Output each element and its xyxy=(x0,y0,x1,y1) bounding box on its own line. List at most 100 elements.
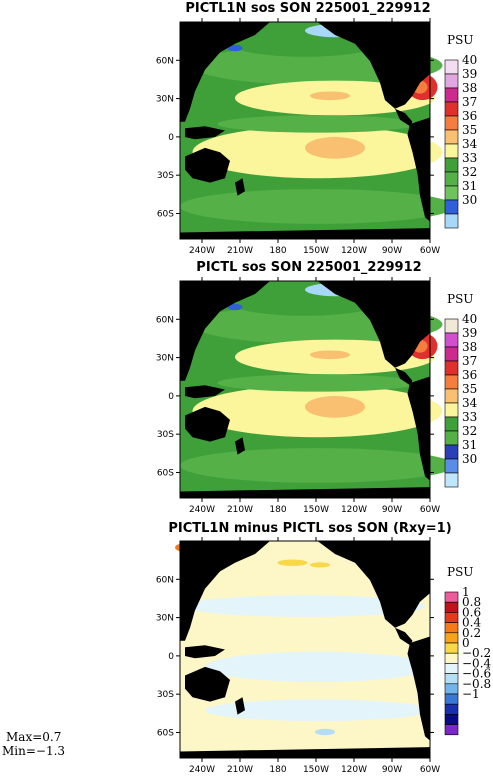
colorbar-label: 0.6 xyxy=(462,605,481,619)
land-mass xyxy=(185,126,225,140)
lon-tick-label: 60W xyxy=(420,505,440,515)
land-mass xyxy=(180,22,270,122)
colorbar-swatch xyxy=(444,185,459,201)
colorbar-label: 0.4 xyxy=(462,616,481,630)
land-mass xyxy=(395,108,413,127)
lon-tick-label: 60W xyxy=(420,765,440,775)
colorbar-label: −1 xyxy=(462,687,480,701)
salinity-equator xyxy=(217,115,418,133)
colorbar-label: 40 xyxy=(462,312,477,326)
colorbar-label: −0.2 xyxy=(462,646,491,660)
lat-tick-label: 30N xyxy=(156,614,174,624)
map-panel-1: PICTL1N sos SON 225001_229912 60N 30N 0 30S 6… xyxy=(156,1,478,256)
coastal-fresh xyxy=(227,44,243,52)
colorbar-label: 36 xyxy=(462,368,477,382)
land-mass xyxy=(395,627,413,646)
colorbar-swatch xyxy=(444,73,459,89)
lon-tick-label: 240W xyxy=(189,765,215,775)
diff-band-south xyxy=(205,651,430,683)
map-panel-2: PICTL sos SON 225001_229912 60N 30N 0 30S 60S… xyxy=(156,260,478,515)
unit-label: PSU xyxy=(447,292,473,306)
colorbar-swatch xyxy=(444,101,459,117)
colorbar-label: 30 xyxy=(462,452,477,466)
colorbar-swatch xyxy=(444,388,459,404)
lon-tick-label: 90W xyxy=(382,246,402,256)
lat-tick-label: 60N xyxy=(156,56,174,66)
colorbar-label: −0.8 xyxy=(462,677,491,691)
min-stat: Min=−1.3 xyxy=(2,744,65,758)
colorbar-swatch xyxy=(444,360,459,376)
land-mass xyxy=(317,541,430,628)
colorbar-label: 34 xyxy=(462,137,478,151)
lat-tick-label: 30N xyxy=(156,95,174,105)
lat-tick-label: 30S xyxy=(157,430,174,440)
lat-tick-label: 60S xyxy=(157,209,174,219)
salinity-equator xyxy=(217,374,418,392)
land-mass xyxy=(185,406,230,442)
colorbar-swatch xyxy=(444,632,459,644)
lon-tick-label: 240W xyxy=(189,505,215,515)
salinity-max xyxy=(305,137,365,159)
colorbar-swatch xyxy=(444,472,459,488)
colorbar-swatch xyxy=(444,714,459,725)
colorbar-swatch xyxy=(444,458,459,474)
colorbar-swatch xyxy=(444,693,459,705)
colorbar-label: 33 xyxy=(462,410,477,424)
lon-tick-label: 210W xyxy=(227,765,253,775)
max-stat: Max=0.7 xyxy=(6,730,61,744)
colorbar-swatch xyxy=(444,703,459,715)
colorbar-swatch xyxy=(444,402,459,418)
land-mass xyxy=(185,147,230,183)
colorbar-label: 39 xyxy=(462,326,477,340)
map-frame xyxy=(179,21,431,240)
salinity-south xyxy=(180,448,455,483)
land-mass xyxy=(180,487,430,498)
salinity-max xyxy=(305,396,365,418)
colorbar-swatch xyxy=(444,115,459,131)
colorbar-label: −0.6 xyxy=(462,667,491,681)
land-mass xyxy=(407,376,430,481)
colorbar-label: 30 xyxy=(462,193,477,207)
colorbar-label: 33 xyxy=(462,151,477,165)
colorbar-swatch xyxy=(444,171,459,187)
lat-tick-label: 60N xyxy=(156,315,174,325)
lon-tick-label: 60W xyxy=(420,246,440,256)
colorbar-label: 37 xyxy=(462,354,477,368)
lon-tick-label: 210W xyxy=(227,246,253,256)
unit-label: PSU xyxy=(447,33,473,47)
lon-tick-label: 180 xyxy=(269,246,286,256)
land-mass xyxy=(407,117,430,222)
colorbar-swatch xyxy=(444,199,459,215)
colorbar-label: 0.8 xyxy=(462,595,481,609)
land-mass xyxy=(407,636,430,741)
colorbar-label: 35 xyxy=(462,123,477,137)
colorbar-label: 32 xyxy=(462,165,477,179)
salinity-max-north xyxy=(310,350,350,360)
colorbar-swatch xyxy=(444,612,459,623)
salinity-max-north xyxy=(310,91,350,101)
land-mass xyxy=(235,178,245,196)
lat-tick-label: 0 xyxy=(168,133,174,143)
lat-tick-label: 0 xyxy=(168,652,174,662)
colorbar-swatch xyxy=(444,143,459,159)
lat-tick-label: 0 xyxy=(168,392,174,402)
colorbar-swatch xyxy=(444,663,459,674)
colorbar-label: 34 xyxy=(462,396,478,410)
panel-title: PICTL1N sos SON 225001_229912 xyxy=(185,1,430,16)
colorbar-swatch xyxy=(444,642,459,654)
land-mass xyxy=(185,645,225,659)
colorbar-swatch xyxy=(444,622,459,634)
colorbar-label: 36 xyxy=(462,109,477,123)
colorbar-label: −0.4 xyxy=(462,656,492,670)
lon-tick-label: 120W xyxy=(341,505,367,515)
lon-tick-label: 90W xyxy=(382,765,402,775)
land-mass xyxy=(235,697,245,715)
diff-band-north xyxy=(185,595,425,617)
land-mass xyxy=(185,666,230,702)
colorbar-swatch xyxy=(444,724,459,736)
colorbar-label: 32 xyxy=(462,424,477,438)
colorbar-swatch xyxy=(444,213,459,229)
colorbar-label: 38 xyxy=(462,81,477,95)
colorbar-label: 38 xyxy=(462,340,477,354)
